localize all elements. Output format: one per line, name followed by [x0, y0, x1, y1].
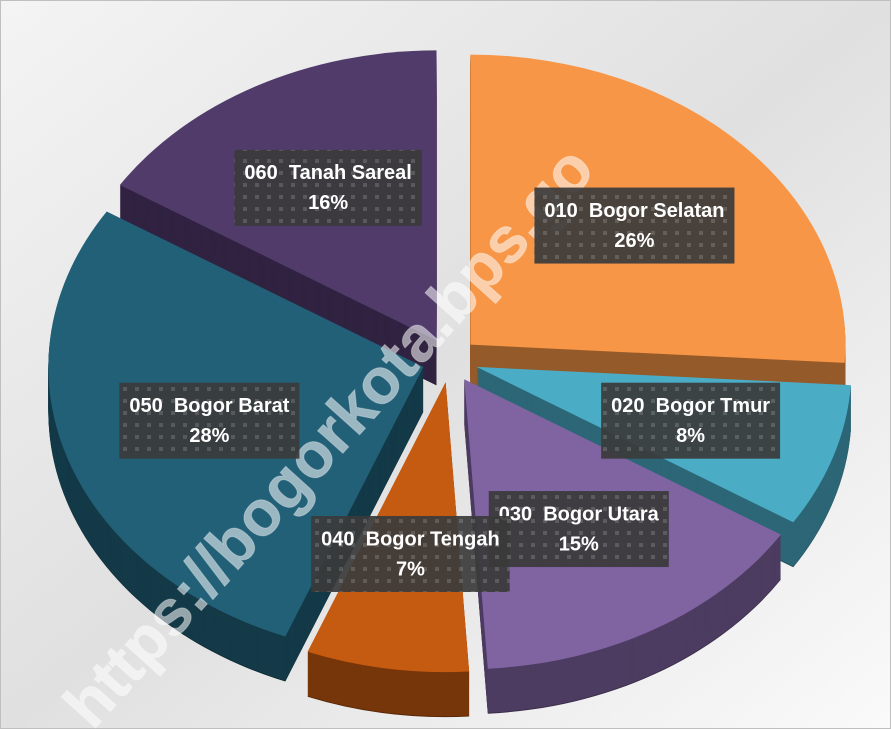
- label-category: 060 Tanah Sareal: [244, 162, 412, 184]
- data-label: 010 Bogor Selatan 26%: [534, 187, 735, 264]
- label-category: 050 Bogor Barat: [129, 395, 289, 417]
- label-box: [601, 382, 781, 459]
- label-category: 010 Bogor Selatan: [544, 200, 724, 222]
- label-value: 16%: [308, 192, 348, 214]
- label-value: 8%: [676, 425, 705, 447]
- data-label: 020 Bogor Tmur 8%: [601, 382, 781, 459]
- label-box: [311, 515, 510, 592]
- label-category: 020 Bogor Tmur: [611, 395, 770, 417]
- label-value: 28%: [189, 425, 229, 447]
- data-label: 040 Bogor Tengah 7%: [311, 515, 510, 592]
- label-box: [488, 491, 669, 568]
- label-box: [119, 382, 300, 459]
- label-value: 26%: [614, 230, 654, 252]
- label-box: [234, 149, 422, 226]
- label-value: 15%: [559, 533, 599, 555]
- label-category: 030 Bogor Utara: [499, 503, 660, 525]
- data-label: 050 Bogor Barat 28%: [119, 382, 300, 459]
- data-label: 060 Tanah Sareal 16%: [234, 149, 422, 226]
- data-label: 030 Bogor Utara 15%: [488, 491, 669, 568]
- label-category: 040 Bogor Tengah: [321, 528, 500, 550]
- label-box: [534, 187, 735, 264]
- label-value: 7%: [396, 558, 425, 580]
